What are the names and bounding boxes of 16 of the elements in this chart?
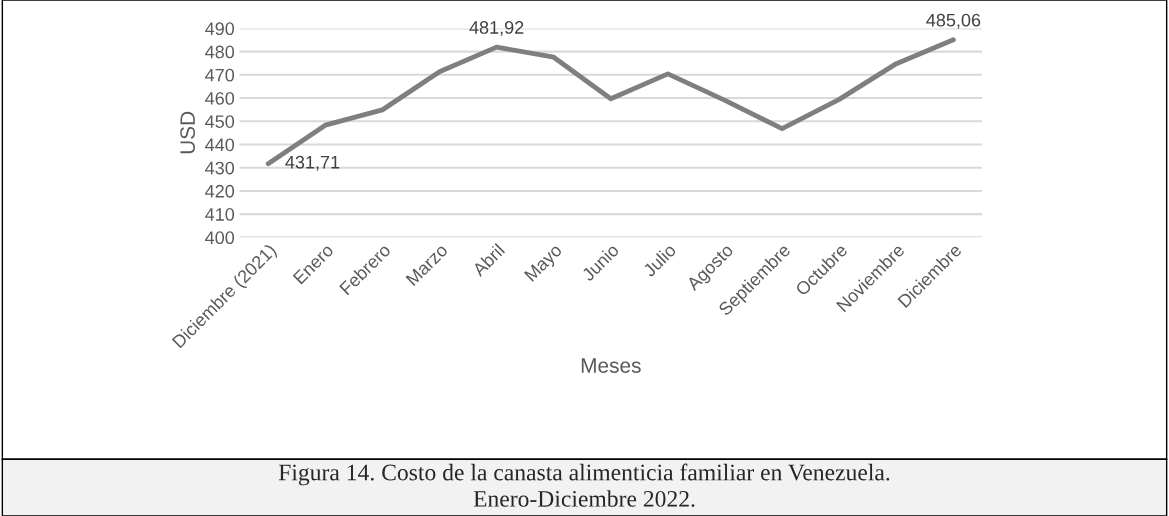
y-tick-label: 410 bbox=[205, 208, 235, 221]
y-tick-label: 480 bbox=[205, 45, 235, 59]
data-label: 431,71 bbox=[285, 155, 340, 171]
y-tick-label: 430 bbox=[205, 161, 235, 175]
x-axis-title: Meses bbox=[581, 358, 641, 373]
y-tick-label: 420 bbox=[205, 184, 235, 198]
data-label: 481,92 bbox=[469, 21, 524, 36]
y-axis-title: USD bbox=[180, 111, 195, 154]
y-tick-label: 490 bbox=[205, 22, 235, 36]
y-tick-label: 450 bbox=[205, 115, 235, 128]
y-tick-label: 440 bbox=[205, 138, 235, 152]
y-tick-label: 460 bbox=[205, 91, 235, 105]
y-tick-label: 470 bbox=[205, 68, 235, 82]
data-label: 485,06 bbox=[926, 13, 981, 29]
y-tick-label: 400 bbox=[205, 231, 235, 245]
text: Figura 14. Costo de la canasta alimenticia familiar en Venezuela. Enero-Diciembre 2022. bbox=[278, 463, 890, 507]
